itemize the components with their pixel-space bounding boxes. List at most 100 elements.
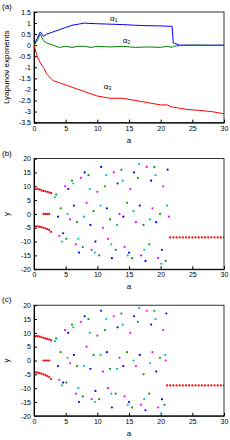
tick-mark <box>34 112 37 113</box>
point <box>213 384 215 386</box>
point <box>57 365 59 367</box>
point <box>71 180 73 182</box>
point <box>85 202 87 204</box>
point <box>98 398 100 400</box>
tick-label: 20 <box>157 418 165 425</box>
point <box>58 379 60 381</box>
tick-mark <box>34 388 37 389</box>
point <box>42 227 44 229</box>
point <box>80 177 82 179</box>
x-axis: 051015202530 <box>33 266 229 278</box>
axis-line <box>35 416 225 417</box>
point <box>137 177 139 179</box>
point <box>37 188 39 190</box>
point <box>116 224 118 226</box>
point <box>65 382 67 384</box>
point <box>217 384 219 386</box>
tick-mark <box>34 402 37 403</box>
y-axis: -3.5-3-2.5-2-1.5-1-0.500.511.5 <box>19 9 37 127</box>
point <box>129 188 131 190</box>
tick-label: 0 <box>33 271 37 278</box>
point <box>129 332 131 334</box>
tick-mark <box>34 159 37 160</box>
tick-label: -5 <box>25 224 31 231</box>
tick-label: 15 <box>126 125 134 132</box>
point <box>92 210 94 212</box>
point <box>91 249 93 251</box>
tick-label: -3.5 <box>19 119 31 126</box>
y-axis-title: y <box>2 212 11 216</box>
tick: -20 <box>21 413 37 420</box>
point <box>185 236 187 238</box>
point <box>39 188 41 190</box>
point <box>78 252 80 254</box>
plot-frame <box>34 305 224 416</box>
point <box>165 312 167 314</box>
point <box>94 401 96 403</box>
tick-label: 15 <box>23 316 31 323</box>
tick-mark <box>66 120 67 123</box>
point <box>48 359 50 361</box>
point <box>54 340 56 342</box>
point <box>128 401 130 403</box>
tick-mark <box>224 413 225 416</box>
point <box>100 166 102 168</box>
tick-mark <box>34 172 37 173</box>
point <box>42 373 44 375</box>
tick-mark <box>34 361 37 362</box>
point <box>87 318 89 320</box>
tick-mark <box>224 266 225 269</box>
panel: (b)051015202530-20-15-10-505101520ay <box>2 149 228 292</box>
point <box>198 384 200 386</box>
point <box>48 213 50 215</box>
tick-label: 25 <box>189 125 197 132</box>
point <box>44 337 46 339</box>
series-line <box>34 34 224 47</box>
point <box>87 174 89 176</box>
tick-label: 15 <box>23 169 31 176</box>
tick-label: -20 <box>21 413 31 420</box>
point <box>138 163 140 165</box>
tick-mark <box>34 200 37 201</box>
tick-label: 1 <box>27 20 31 27</box>
tick: 1.5 <box>21 9 37 16</box>
point <box>160 263 162 265</box>
tick-label: 20 <box>23 302 31 309</box>
point <box>98 254 100 256</box>
tick: 20 <box>23 302 37 309</box>
point <box>138 307 140 309</box>
point <box>50 339 52 341</box>
point <box>41 189 43 191</box>
point <box>165 359 167 361</box>
point <box>48 191 50 193</box>
point <box>39 336 41 338</box>
point <box>210 236 212 238</box>
point <box>84 315 86 317</box>
point <box>169 384 171 386</box>
point <box>96 191 98 193</box>
point <box>144 409 146 411</box>
tick-label: 10 <box>23 330 31 337</box>
point <box>64 329 66 331</box>
point <box>94 240 96 242</box>
point <box>117 182 119 184</box>
tick: 25 <box>189 120 197 132</box>
tick-mark <box>34 305 37 306</box>
point <box>35 188 37 190</box>
tick-mark <box>66 266 67 269</box>
point <box>204 236 206 238</box>
axis-line <box>35 269 225 270</box>
point <box>118 213 120 215</box>
tick-mark <box>129 413 130 416</box>
tick-mark <box>161 413 162 416</box>
tick: -10 <box>21 385 37 392</box>
tick-label: -5 <box>25 371 31 378</box>
tick-mark <box>66 413 67 416</box>
tick: 0 <box>27 211 37 218</box>
point <box>111 257 113 259</box>
point <box>41 226 43 228</box>
marks <box>35 163 224 265</box>
tick: 20 <box>157 413 165 425</box>
point <box>106 351 108 353</box>
tick-label: 0 <box>33 418 37 425</box>
